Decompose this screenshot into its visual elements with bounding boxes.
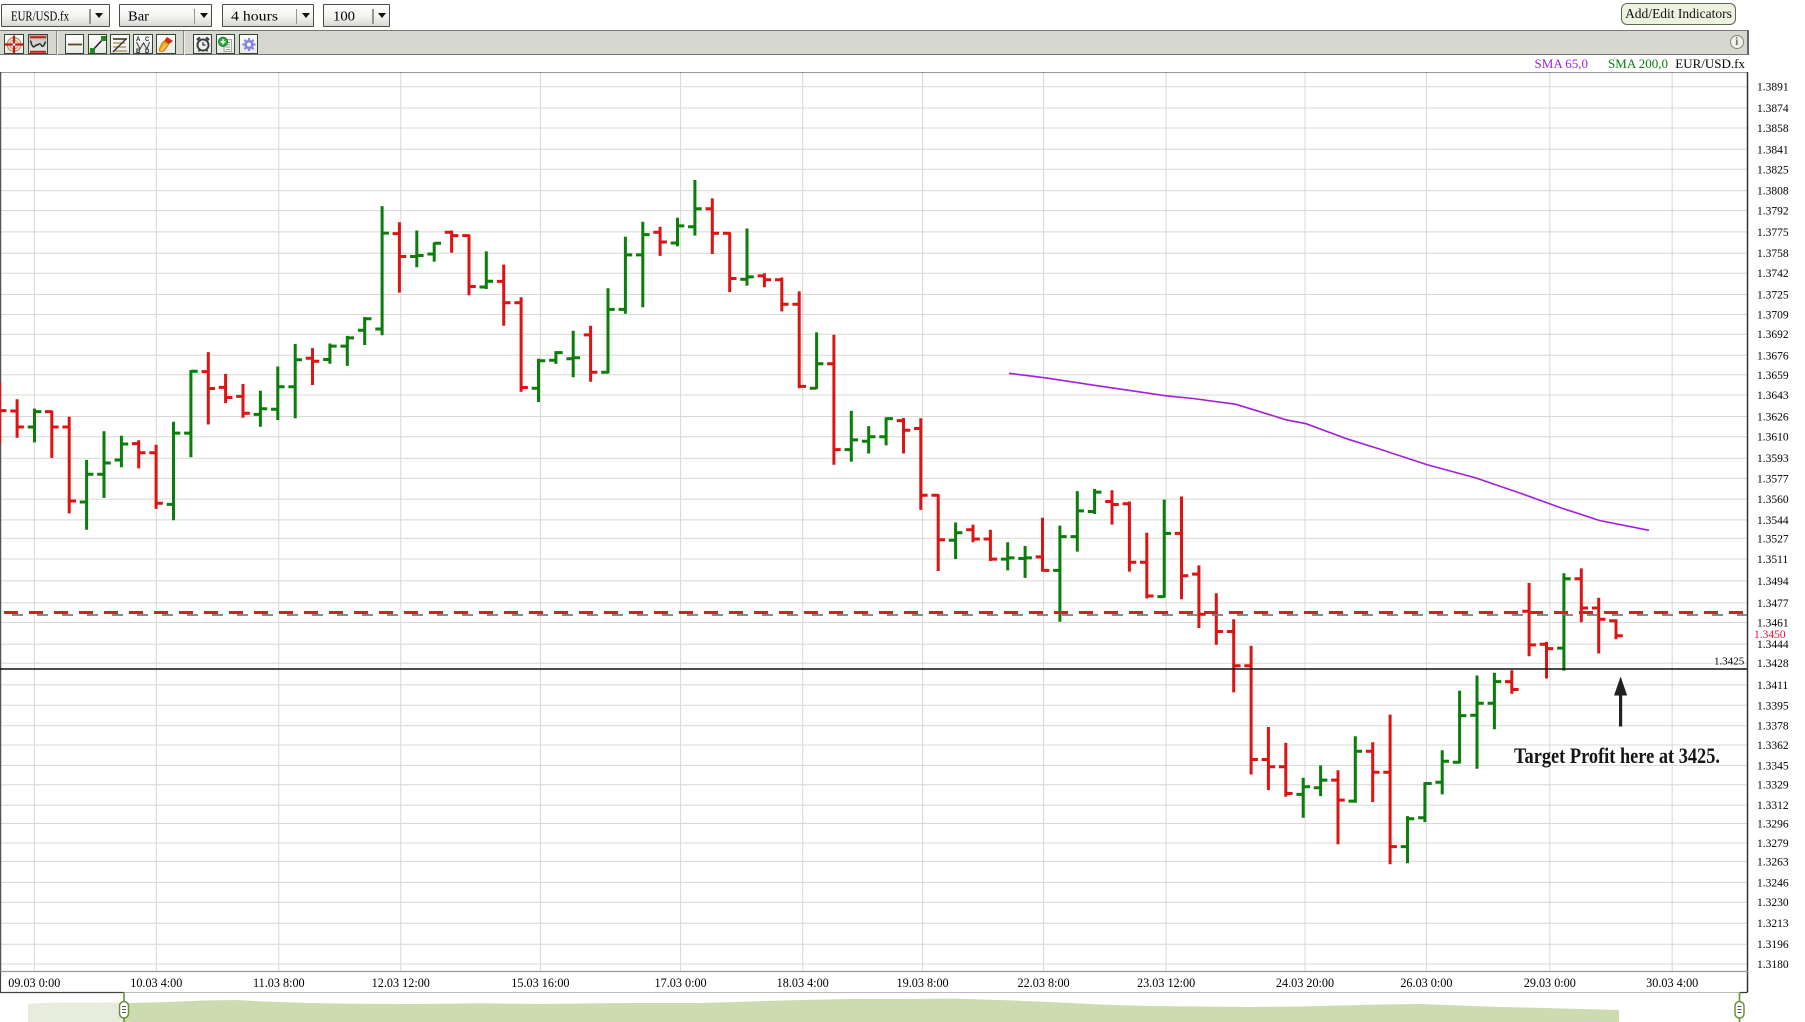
- svg-text:1.3841: 1.3841: [1757, 144, 1789, 156]
- svg-text:1.3180: 1.3180: [1757, 959, 1789, 971]
- svg-text:1.3692: 1.3692: [1757, 329, 1789, 341]
- svg-text:1.3527: 1.3527: [1757, 533, 1789, 545]
- svg-text:4 hours: 4 hours: [231, 9, 278, 24]
- svg-text:1.3577: 1.3577: [1757, 473, 1789, 485]
- svg-text:1.3725: 1.3725: [1757, 290, 1789, 302]
- svg-text:23.03 12:00: 23.03 12:00: [1137, 976, 1195, 990]
- svg-text:1.3792: 1.3792: [1757, 206, 1789, 218]
- svg-text:22.03 8:00: 22.03 8:00: [1018, 976, 1070, 990]
- svg-text:D: D: [145, 49, 150, 54]
- svg-text:1.3378: 1.3378: [1757, 721, 1789, 733]
- svg-text:A: A: [136, 37, 141, 43]
- svg-text:1.3891: 1.3891: [1757, 82, 1789, 94]
- svg-text:1.3825: 1.3825: [1757, 164, 1789, 176]
- svg-text:Target Profit here at 3425.: Target Profit here at 3425.: [1514, 743, 1720, 768]
- svg-text:1.3494: 1.3494: [1757, 576, 1789, 588]
- svg-text:1.3213: 1.3213: [1757, 918, 1789, 930]
- svg-text:1.3758: 1.3758: [1757, 248, 1789, 260]
- svg-text:1.3345: 1.3345: [1757, 760, 1789, 772]
- svg-text:29.03 0:00: 29.03 0:00: [1524, 976, 1576, 990]
- svg-text:1.3196: 1.3196: [1757, 939, 1789, 951]
- svg-text:1.3874: 1.3874: [1757, 103, 1789, 115]
- svg-text:10.03 4:00: 10.03 4:00: [130, 976, 182, 990]
- svg-text:19.03 8:00: 19.03 8:00: [897, 976, 949, 990]
- svg-text:B: B: [136, 49, 141, 54]
- svg-text:1.3560: 1.3560: [1757, 494, 1789, 506]
- svg-text:1.3263: 1.3263: [1757, 856, 1789, 868]
- svg-text:1.3395: 1.3395: [1757, 700, 1789, 712]
- svg-text:1.3477: 1.3477: [1757, 598, 1789, 610]
- svg-text:24.03 20:00: 24.03 20:00: [1276, 976, 1334, 990]
- svg-text:C: C: [145, 37, 150, 43]
- svg-text:17.03 0:00: 17.03 0:00: [655, 976, 707, 990]
- svg-text:1.3808: 1.3808: [1757, 186, 1789, 198]
- svg-text:26.03 0:00: 26.03 0:00: [1400, 976, 1452, 990]
- svg-text:1.3362: 1.3362: [1757, 740, 1789, 752]
- svg-text:1.3428: 1.3428: [1757, 658, 1789, 670]
- svg-text:1.3742: 1.3742: [1757, 268, 1789, 280]
- svg-text:1.3626: 1.3626: [1757, 412, 1789, 424]
- svg-text:1.3312: 1.3312: [1757, 800, 1789, 812]
- svg-text:1.3279: 1.3279: [1757, 838, 1789, 850]
- svg-text:1.3709: 1.3709: [1757, 310, 1789, 322]
- svg-text:1.3444: 1.3444: [1757, 639, 1789, 651]
- svg-text:1.3643: 1.3643: [1757, 390, 1789, 402]
- svg-text:1.3246: 1.3246: [1757, 877, 1789, 889]
- svg-text:09.03 0:00: 09.03 0:00: [8, 976, 60, 990]
- svg-text:18.03 4:00: 18.03 4:00: [777, 976, 829, 990]
- svg-text:30.03 4:00: 30.03 4:00: [1646, 976, 1698, 990]
- svg-text:1.3329: 1.3329: [1757, 780, 1789, 792]
- svg-text:1.3610: 1.3610: [1757, 432, 1789, 444]
- svg-text:1.3461: 1.3461: [1757, 618, 1789, 630]
- svg-text:1.3296: 1.3296: [1757, 819, 1789, 831]
- svg-text:1.3775: 1.3775: [1757, 227, 1789, 239]
- svg-text:1.3593: 1.3593: [1757, 453, 1789, 465]
- svg-text:1.3450: 1.3450: [1754, 629, 1786, 641]
- svg-text:1.3425: 1.3425: [1714, 656, 1745, 668]
- svg-text:Bar: Bar: [128, 9, 149, 24]
- svg-text:12.03 12:00: 12.03 12:00: [372, 976, 430, 990]
- svg-text:15.03 16:00: 15.03 16:00: [511, 976, 569, 990]
- svg-text:1.3411: 1.3411: [1757, 680, 1788, 692]
- svg-text:1.3676: 1.3676: [1757, 350, 1789, 362]
- svg-text:11.03 8:00: 11.03 8:00: [253, 976, 305, 990]
- svg-text:100: 100: [333, 9, 355, 24]
- svg-text:EUR/USD.fx: EUR/USD.fx: [11, 9, 69, 24]
- svg-text:1.3544: 1.3544: [1757, 515, 1789, 527]
- svg-text:1.3511: 1.3511: [1757, 554, 1788, 566]
- svg-text:1.3230: 1.3230: [1757, 897, 1789, 909]
- svg-text:1.3858: 1.3858: [1757, 123, 1789, 135]
- svg-text:1.3659: 1.3659: [1757, 370, 1789, 382]
